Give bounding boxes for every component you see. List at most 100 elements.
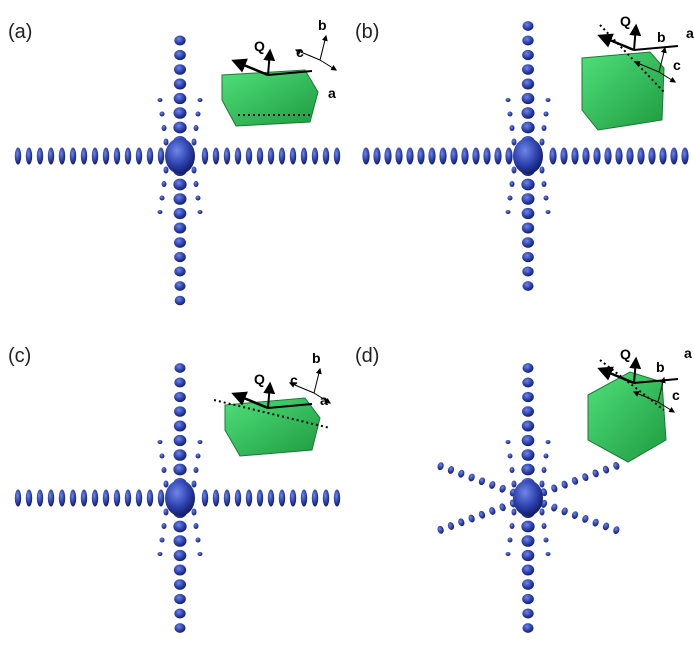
- panel: (d)Qabc: [355, 345, 692, 633]
- satellite: [158, 552, 163, 556]
- lobe: [615, 148, 622, 165]
- lobe: [301, 148, 307, 165]
- satellite: [158, 210, 163, 214]
- lobe: [257, 490, 263, 507]
- satellite: [194, 181, 199, 187]
- satellite: [540, 509, 545, 516]
- satellite: [164, 481, 169, 488]
- axis-label: a: [684, 345, 692, 361]
- lobe: [488, 480, 496, 490]
- lobe: [174, 223, 186, 234]
- lobe: [114, 148, 120, 165]
- crystal: [582, 52, 664, 130]
- lobe: [478, 510, 486, 520]
- lobe: [373, 148, 380, 165]
- lobe: [581, 514, 589, 524]
- satellite: [196, 196, 201, 201]
- lobe: [173, 521, 186, 533]
- lobe: [175, 296, 186, 305]
- lobe: [582, 148, 589, 165]
- satellite: [164, 509, 169, 516]
- lobe: [59, 490, 65, 507]
- lobe: [523, 363, 534, 373]
- lobe: [174, 579, 186, 590]
- axis-label: c: [673, 57, 681, 73]
- lobe: [522, 594, 534, 604]
- lobe: [158, 148, 164, 165]
- lobe: [202, 148, 208, 165]
- lobe: [612, 461, 620, 471]
- lobe: [428, 148, 435, 165]
- lobe: [173, 122, 186, 134]
- axis-label: a: [328, 85, 336, 101]
- vector-label: Q: [254, 371, 265, 387]
- lobe: [498, 484, 506, 494]
- lobe: [472, 148, 479, 165]
- lobe: [174, 50, 186, 60]
- lobe: [406, 148, 413, 165]
- lobe: [268, 148, 274, 165]
- vector-label: Q: [620, 346, 631, 362]
- lobe: [523, 21, 534, 31]
- lobe: [550, 503, 558, 513]
- lobe: [384, 148, 391, 165]
- lobe: [125, 148, 131, 165]
- satellite: [164, 167, 169, 174]
- lobe: [591, 518, 599, 528]
- satellite: [198, 98, 203, 102]
- axis-label: b: [312, 350, 321, 366]
- lobe: [602, 522, 610, 532]
- satellite: [510, 467, 515, 473]
- lobe: [173, 179, 186, 191]
- panel-label: (a): [8, 21, 32, 43]
- lobe: [362, 148, 369, 165]
- satellite: [508, 112, 513, 117]
- lobe: [334, 148, 340, 165]
- lobe: [498, 502, 506, 512]
- lobe: [522, 223, 534, 234]
- lobe: [48, 148, 54, 165]
- lobe: [174, 35, 185, 45]
- lobe: [395, 148, 402, 165]
- lobe: [447, 521, 455, 531]
- axis-arrow: [320, 60, 336, 70]
- satellite: [506, 440, 511, 444]
- lobe: [637, 148, 644, 165]
- axis-label: b: [656, 359, 665, 375]
- satellite: [542, 467, 547, 473]
- lobe: [560, 148, 567, 165]
- lobe: [70, 490, 76, 507]
- lobe: [659, 148, 666, 165]
- satellite: [194, 523, 199, 529]
- lobe: [59, 148, 65, 165]
- satellite: [164, 139, 169, 146]
- lobe: [417, 148, 424, 165]
- lobe: [174, 107, 187, 119]
- lobe: [279, 490, 285, 507]
- lobe: [48, 490, 54, 507]
- vector-label: Q: [620, 13, 631, 29]
- lobe: [15, 148, 21, 165]
- satellite: [542, 523, 547, 529]
- lobe: [522, 237, 534, 248]
- lobe: [436, 525, 444, 535]
- central-lobe: [165, 138, 195, 174]
- vector-ki: [600, 36, 634, 50]
- lobe: [174, 535, 187, 547]
- lobe: [257, 148, 263, 165]
- satellite: [160, 454, 165, 459]
- satellite: [546, 210, 551, 214]
- satellite: [192, 481, 197, 488]
- lobe: [175, 281, 186, 291]
- lobe: [37, 148, 43, 165]
- lobe: [457, 517, 465, 527]
- lobe: [522, 565, 534, 576]
- lobe: [334, 490, 340, 507]
- lobe: [571, 148, 578, 165]
- satellite: [546, 98, 551, 102]
- lobe: [483, 148, 490, 165]
- lobe: [612, 525, 620, 535]
- lobe: [323, 148, 329, 165]
- lobe: [522, 608, 533, 618]
